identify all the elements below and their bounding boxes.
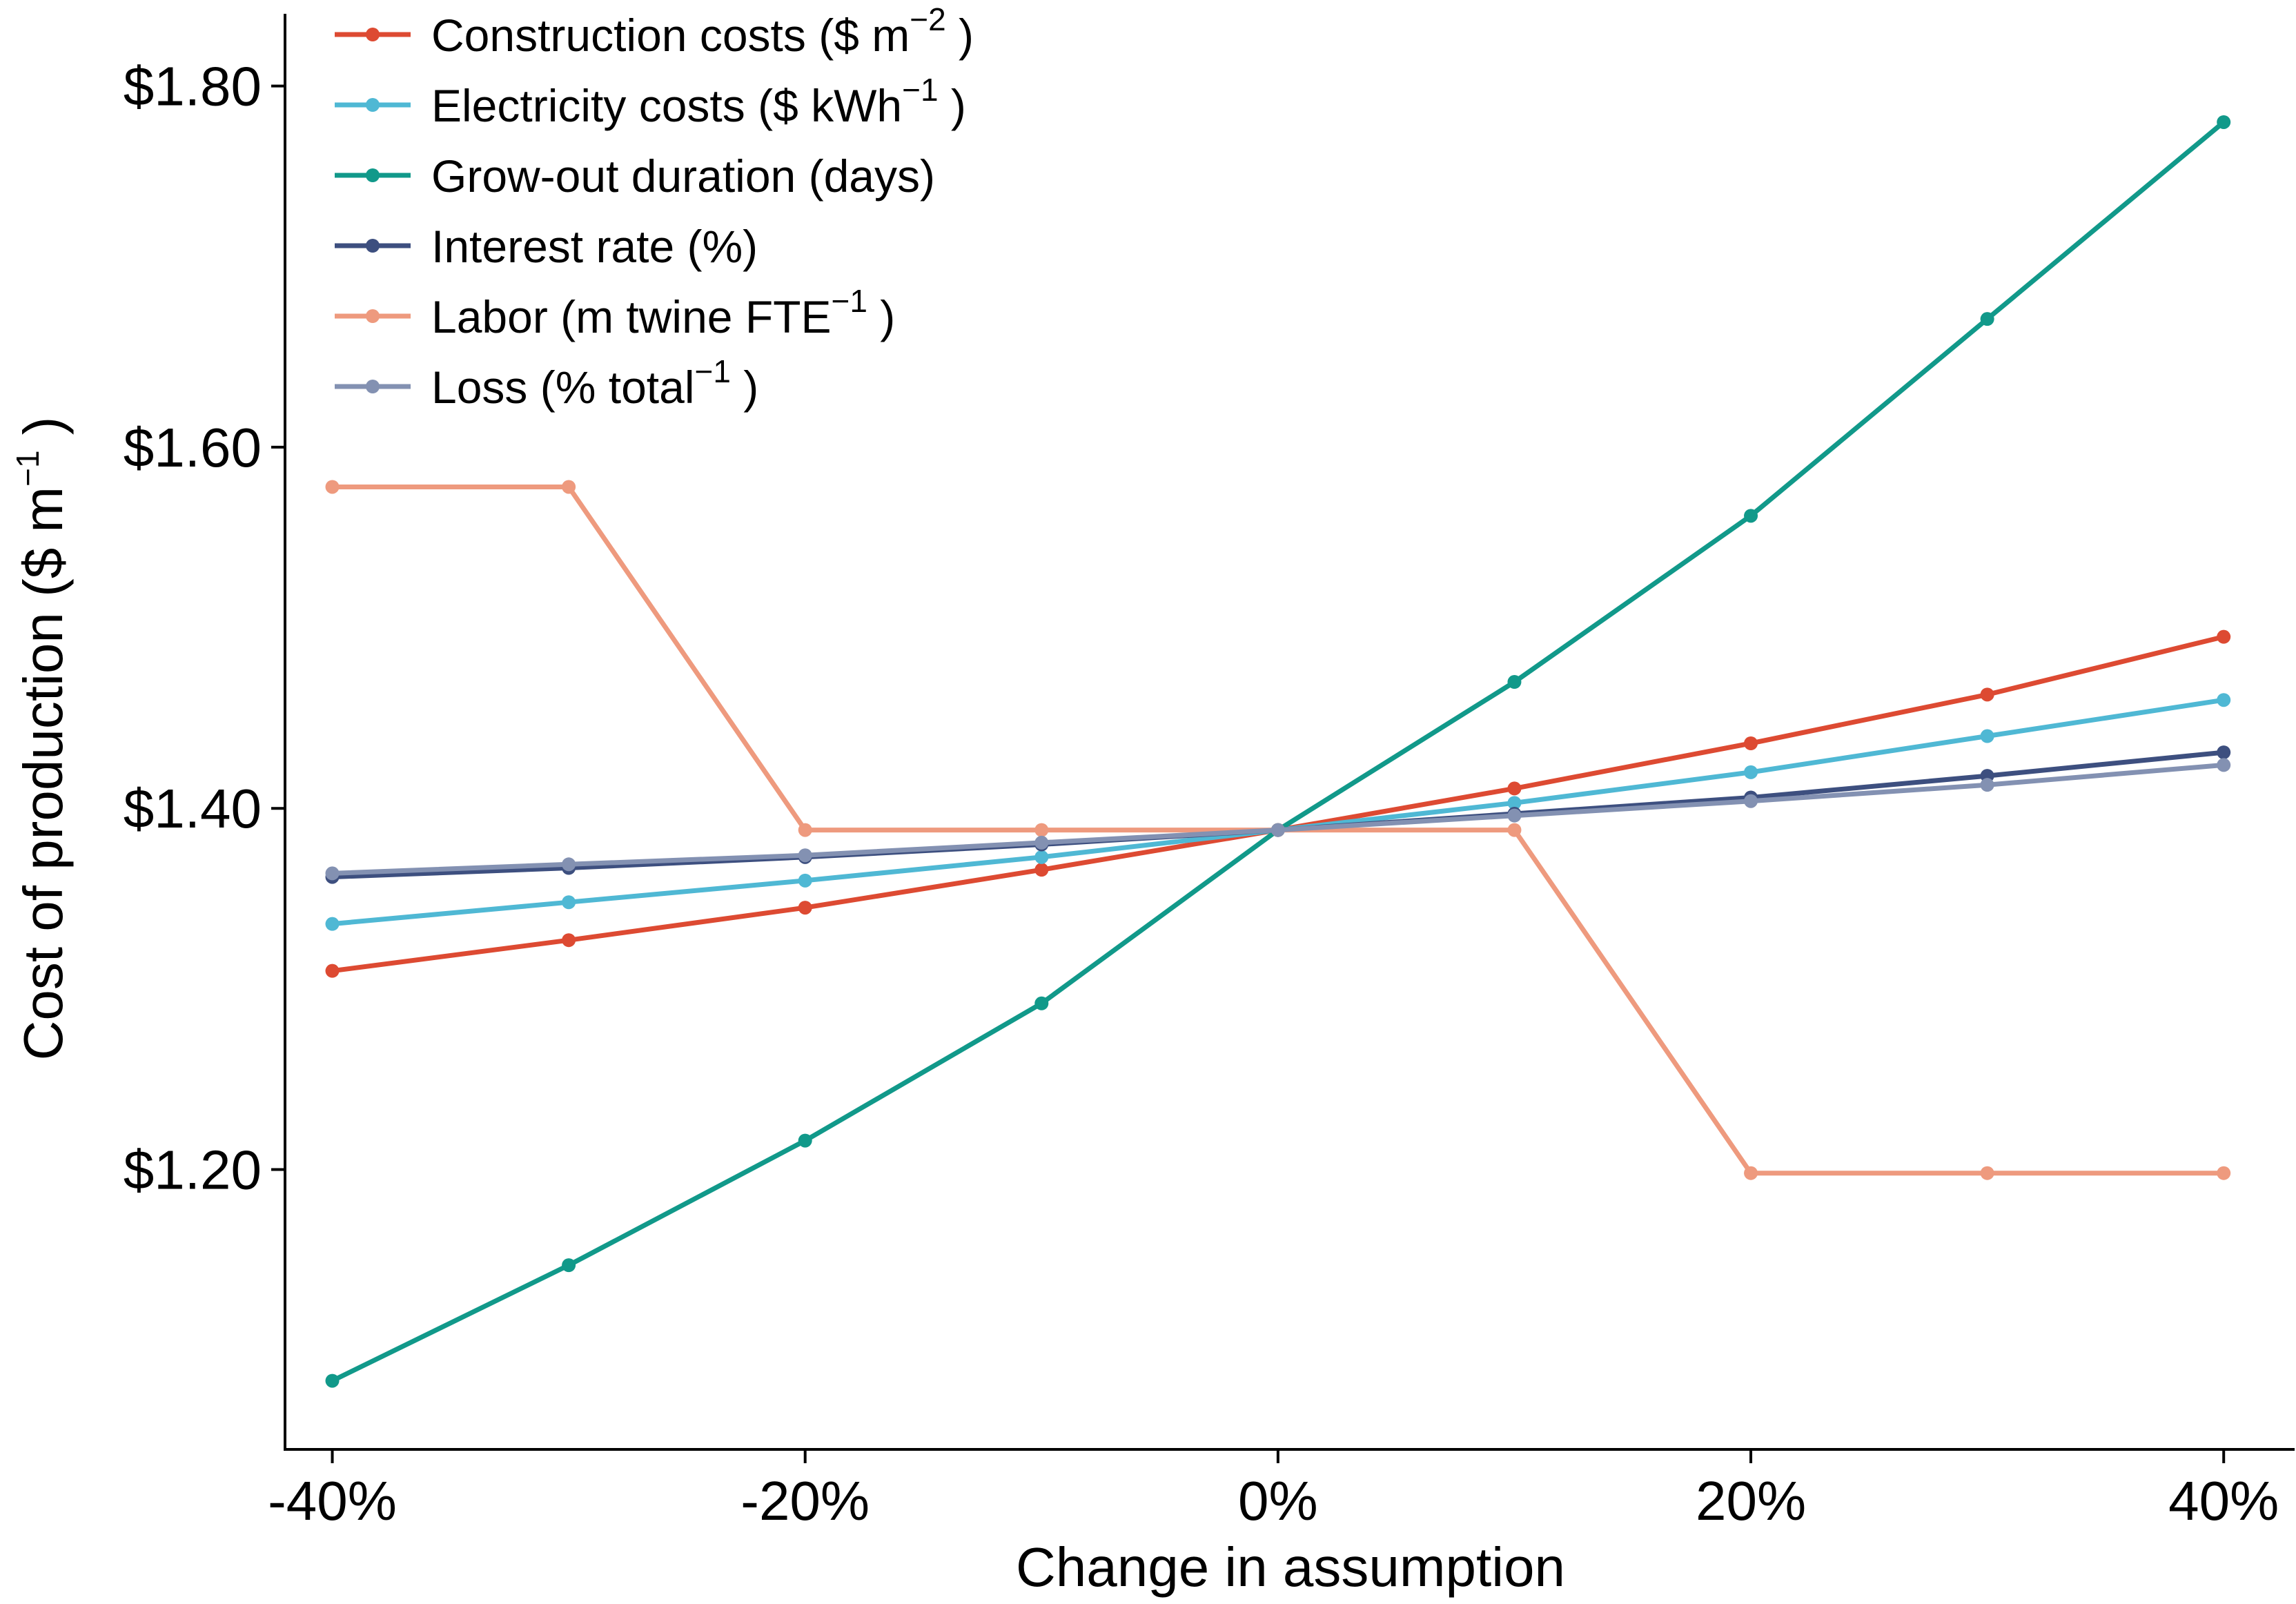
data-point [562, 933, 576, 948]
series-layer [325, 115, 2231, 1388]
legend-label: Construction costs ($ m−2 ) [431, 1, 974, 61]
data-point [1507, 808, 1522, 823]
data-point [1980, 312, 1994, 326]
legend-item: Construction costs ($ m−2 ) [335, 1, 974, 61]
data-point [2217, 115, 2231, 129]
data-point [325, 1373, 340, 1388]
data-point [1507, 823, 1522, 837]
legend-label: Labor (m twine FTE−1 ) [431, 283, 895, 342]
data-point [798, 1133, 812, 1148]
x-tick-label: -20% [740, 1470, 870, 1532]
data-point [1034, 835, 1049, 850]
data-point [562, 1258, 576, 1273]
legend-item: Grow-out duration (days) [335, 150, 935, 202]
x-tick-label: 0% [1238, 1470, 1318, 1532]
x-tick-label: -40% [268, 1470, 397, 1532]
y-tick-label: $1.80 [124, 56, 262, 117]
x-tick-label: 40% [2168, 1470, 2279, 1532]
data-point [1744, 736, 1758, 751]
legend-key-point [366, 380, 380, 393]
series-line [332, 697, 2224, 927]
legend-key-point [366, 168, 380, 182]
data-point [1034, 863, 1049, 877]
series-6 [325, 758, 2231, 881]
legend-item: Electricity costs ($ kWh−1 ) [335, 72, 966, 131]
data-point [1034, 996, 1049, 1010]
data-point [798, 848, 812, 863]
data-point [1744, 794, 1758, 808]
series-2 [325, 693, 2231, 931]
y-axis-title: Cost of production ($ m−1 ) [10, 417, 74, 1061]
legend-label: Loss (% total−1 ) [431, 353, 758, 413]
y-axis-title-close: ) [12, 417, 74, 451]
legend-item: Interest rate (%) [335, 221, 758, 272]
data-point [325, 917, 340, 931]
data-point [798, 823, 812, 837]
data-point [325, 964, 340, 978]
legend-label: Interest rate (%) [431, 221, 758, 272]
data-point [1034, 850, 1049, 864]
data-point [1507, 796, 1522, 810]
series-1 [325, 629, 2231, 978]
series-line [332, 634, 2225, 974]
axes [284, 14, 2295, 1451]
data-point [1744, 1166, 1758, 1180]
y-axis-title-main: Cost of production ($ m [12, 487, 74, 1060]
data-point [1744, 509, 1758, 523]
legend-item: Loss (% total−1 ) [335, 353, 758, 413]
series-line [332, 750, 2224, 880]
legend-key-point [366, 28, 380, 41]
y-tick-label: $1.20 [124, 1139, 262, 1200]
data-point [798, 901, 812, 915]
data-point [562, 895, 576, 910]
data-point [1980, 729, 1994, 743]
data-point [325, 480, 340, 494]
legend-key-point [366, 309, 380, 323]
data-point [1980, 687, 1994, 702]
legend-key-point [366, 239, 380, 253]
legend-label: Grow-out duration (days) [431, 150, 935, 202]
data-point [2217, 693, 2231, 707]
data-point [562, 480, 576, 494]
legend-item: Labor (m twine FTE−1 ) [335, 283, 895, 342]
data-point [325, 866, 340, 881]
legend-key-point [366, 98, 380, 112]
x-axis-title: Change in assumption [1016, 1536, 1565, 1598]
data-point [1744, 765, 1758, 779]
legend: Construction costs ($ m−2 ) Electricity c… [335, 1, 974, 413]
data-point [1980, 1166, 1994, 1180]
data-point [1507, 781, 1522, 796]
y-axis-title-sup: −1 [10, 450, 46, 486]
data-point [1034, 823, 1049, 837]
data-point [2217, 745, 2231, 760]
data-point [562, 857, 576, 872]
data-point [2217, 758, 2231, 772]
legend-label: Electricity costs ($ kWh−1 ) [431, 72, 966, 131]
y-axis-ticks: $1.20 $1.40 $1.60 $1.80 [124, 56, 285, 1200]
data-point [2217, 1166, 2231, 1180]
data-point [798, 873, 812, 888]
data-point [1270, 823, 1285, 837]
y-tick-label: $1.40 [124, 778, 262, 839]
x-axis-ticks: -40% -20% 0% 20% 40% [268, 1449, 2279, 1532]
data-point [1507, 675, 1522, 689]
y-tick-label: $1.60 [124, 417, 262, 478]
data-point [2217, 629, 2231, 644]
x-tick-label: 20% [1696, 1470, 1806, 1532]
data-point [1980, 778, 1994, 792]
